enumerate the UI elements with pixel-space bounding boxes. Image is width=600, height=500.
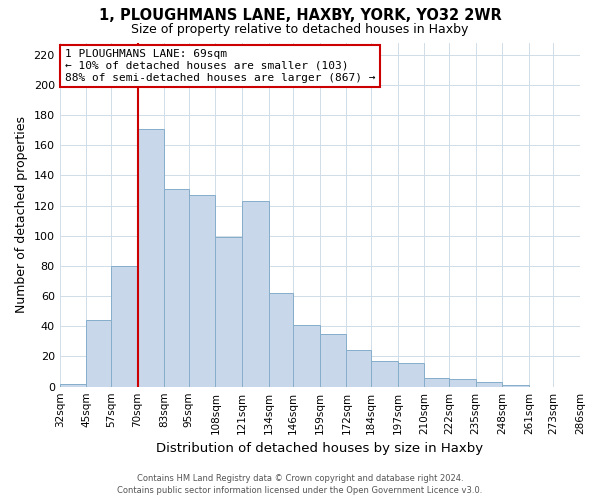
Bar [502, 385, 529, 386]
Text: 1 PLOUGHMANS LANE: 69sqm
← 10% of detached houses are smaller (103)
88% of semi-: 1 PLOUGHMANS LANE: 69sqm ← 10% of detach… [65, 50, 376, 82]
Text: Contains HM Land Registry data © Crown copyright and database right 2024.
Contai: Contains HM Land Registry data © Crown c… [118, 474, 482, 495]
Bar [189, 195, 215, 386]
X-axis label: Distribution of detached houses by size in Haxby: Distribution of detached houses by size … [156, 442, 484, 455]
Bar [320, 334, 346, 386]
Y-axis label: Number of detached properties: Number of detached properties [15, 116, 28, 313]
Bar [137, 128, 164, 386]
Bar [293, 325, 320, 386]
Bar [242, 201, 269, 386]
Bar [346, 350, 371, 386]
Bar [164, 189, 189, 386]
Bar [269, 293, 293, 386]
Text: Size of property relative to detached houses in Haxby: Size of property relative to detached ho… [131, 22, 469, 36]
Bar [476, 382, 502, 386]
Bar [424, 378, 449, 386]
Text: 1, PLOUGHMANS LANE, HAXBY, YORK, YO32 2WR: 1, PLOUGHMANS LANE, HAXBY, YORK, YO32 2W… [98, 8, 502, 22]
Bar [449, 379, 476, 386]
Bar [398, 362, 424, 386]
Bar [215, 237, 242, 386]
Bar [59, 384, 86, 386]
Bar [371, 361, 398, 386]
Bar [86, 320, 111, 386]
Bar [111, 266, 137, 386]
